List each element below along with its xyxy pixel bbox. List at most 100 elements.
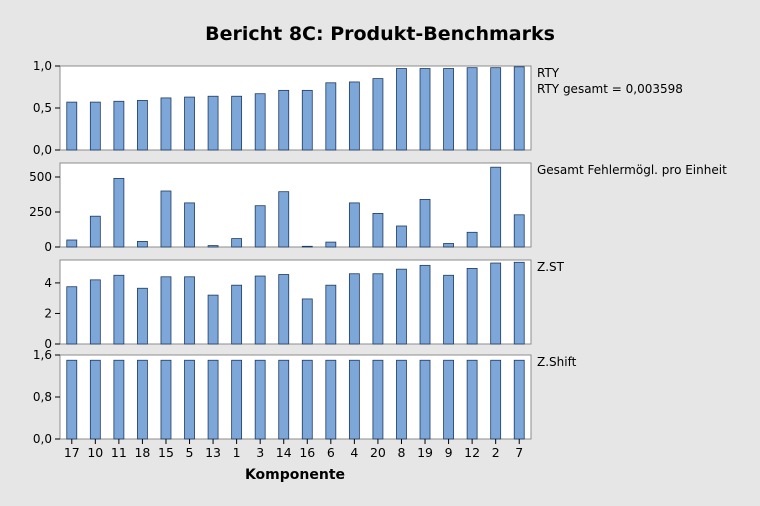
x-tick-label: 19	[417, 445, 433, 460]
panel-background	[59, 259, 532, 345]
bar	[325, 284, 337, 345]
bar	[254, 205, 266, 248]
y-tick-label: 250	[29, 205, 52, 219]
bar	[160, 97, 172, 151]
x-tick-label: 2	[492, 445, 500, 460]
bar	[443, 274, 454, 345]
bar	[89, 279, 101, 345]
bar	[207, 359, 219, 440]
bar	[137, 287, 148, 345]
bar	[466, 359, 478, 440]
panel-background	[59, 162, 532, 248]
bar	[513, 66, 525, 151]
x-tick-label: 14	[276, 445, 292, 460]
bar	[348, 359, 360, 440]
x-tick-label: 9	[445, 445, 453, 460]
bar	[419, 264, 431, 345]
y-tick-label: 0	[44, 337, 52, 351]
series-annotation: RTY gesamt = 0,003598	[537, 82, 683, 96]
bar	[66, 239, 78, 248]
bar	[66, 101, 78, 151]
bar	[325, 359, 337, 440]
bar	[231, 359, 243, 440]
x-tick-label: 20	[370, 445, 386, 460]
bar	[137, 100, 148, 151]
series-label: Z.Shift	[537, 355, 577, 369]
bar	[466, 67, 478, 151]
bar	[466, 231, 478, 248]
bar	[113, 177, 125, 248]
bar	[419, 68, 431, 151]
bar	[231, 238, 243, 248]
bar	[490, 262, 502, 345]
bar	[372, 359, 384, 440]
x-tick-label: 5	[186, 445, 194, 460]
bar	[160, 190, 172, 248]
bar	[89, 359, 101, 440]
bar	[490, 359, 502, 440]
bar	[184, 359, 195, 440]
bar	[278, 359, 290, 440]
bar	[348, 81, 360, 151]
x-tick-label: 17	[64, 445, 80, 460]
bar	[184, 202, 195, 248]
bar	[396, 268, 407, 345]
bar	[396, 359, 407, 440]
x-tick-label: 6	[327, 445, 335, 460]
panel-0: 0,0 0,5 1,0 RTY RTY gesamt = 0,003598	[33, 59, 683, 157]
y-tick-label: 1,0	[33, 59, 52, 73]
x-tick-label: 4	[350, 445, 358, 460]
bar	[207, 294, 219, 345]
bar	[325, 241, 337, 248]
chart-title: Bericht 8C: Produkt-Benchmarks	[205, 23, 555, 45]
bar	[184, 96, 195, 151]
bar	[137, 240, 148, 248]
bar	[184, 276, 195, 345]
x-tick-label: 1	[233, 445, 241, 460]
x-tick-label: 10	[87, 445, 103, 460]
bar	[301, 359, 313, 440]
bar	[513, 261, 525, 345]
y-tick-label: 1,6	[33, 348, 52, 362]
bar	[513, 214, 525, 248]
x-tick-label: 13	[205, 445, 221, 460]
series-label: Gesamt Fehlermögl. pro Einheit	[537, 163, 727, 177]
x-tick-label: 18	[134, 445, 150, 460]
bar	[396, 68, 407, 151]
x-tick-label: 11	[111, 445, 127, 460]
panel-background	[59, 65, 532, 151]
bar	[254, 93, 266, 151]
y-tick-label: 2	[44, 306, 52, 320]
x-tick-label: 16	[299, 445, 315, 460]
bar	[513, 359, 525, 440]
x-tick-label: 15	[158, 445, 174, 460]
bar	[490, 67, 502, 151]
bar	[89, 215, 101, 248]
bar	[66, 359, 78, 440]
x-tick-label: 7	[515, 445, 523, 460]
bar	[325, 82, 337, 151]
y-tick-label: 500	[29, 170, 52, 184]
bar	[419, 359, 431, 440]
bar	[207, 245, 219, 248]
bar	[372, 273, 384, 345]
panel-2: 0 2 4 Z.ST	[44, 259, 565, 351]
bar	[443, 359, 454, 440]
bar	[278, 89, 290, 151]
bar	[372, 212, 384, 248]
bar	[490, 166, 502, 248]
y-tick-label: 0	[44, 240, 52, 254]
bar	[443, 243, 454, 248]
bar	[66, 286, 78, 345]
x-tick-label: 12	[464, 445, 480, 460]
bar	[137, 359, 148, 440]
bar	[466, 267, 478, 345]
y-tick-label: 0,5	[33, 101, 52, 115]
panel-3: 0,0 0,8 1,6 Z.Shift	[33, 348, 577, 446]
bar	[160, 276, 172, 345]
bar	[301, 89, 313, 151]
bar	[231, 284, 243, 345]
y-tick-label: 4	[44, 276, 52, 290]
bar	[396, 225, 407, 248]
x-axis-title: Komponente	[245, 467, 345, 483]
